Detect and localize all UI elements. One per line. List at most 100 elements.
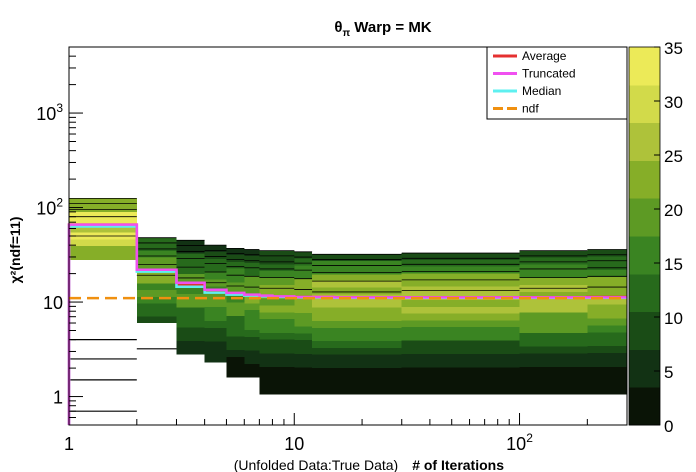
heat-cell [587,263,627,271]
heat-cell [244,350,260,358]
heat-cell [259,380,295,388]
heat-cell [176,307,205,315]
heat-cell [312,260,402,268]
heat-cell [519,326,588,333]
heat-cell [204,252,227,259]
heat-cell [259,339,295,347]
palette-segment [629,356,660,366]
heat-cell [226,261,245,269]
heat-cell [294,265,313,273]
heat-cell [294,272,313,280]
heat-cell [204,348,227,356]
palette-segment [629,387,660,396]
heat-cell [259,353,295,361]
heat-cell [204,341,227,349]
palette-segment [629,69,660,78]
palette-segment [629,62,660,71]
summary-lines [67,223,627,425]
heat-cell [294,251,313,259]
heat-cell [226,255,245,262]
heat-cell [176,293,205,301]
heat-cell [312,387,402,395]
heat-cell [587,360,627,367]
heat-cell [401,354,520,361]
heat-cell [294,360,313,368]
palette-segment [629,84,660,93]
heat-cell [294,279,313,286]
heat-cell [587,297,627,305]
heat-cell [519,380,588,388]
heat-cell [294,258,313,266]
heat-cell [259,360,295,368]
heat-cell [401,374,520,382]
heat-cell [226,356,245,364]
heat-cell [294,353,313,361]
heat-cell [244,330,260,337]
x-tick-label: 1 [64,434,74,454]
palette-segment [629,54,660,63]
heat-cell [259,326,295,333]
heat-cell [136,244,177,251]
heat-cell [259,332,295,340]
palette-segment [629,266,660,275]
palette-segment [629,160,660,169]
heat-cell [136,316,177,324]
palette-segment [629,236,660,245]
palette-segment [629,47,660,56]
heat-cell [69,205,137,213]
palette-tick-label: 30 [664,93,683,112]
heat-cell [587,290,627,298]
legend-label-average: Average [522,49,567,63]
legend-label-ndf: ndf [522,102,539,116]
y-tick-label: 103 [36,101,63,124]
heat-cell [294,306,313,313]
heat-cell [204,334,227,342]
heat-cell [294,340,313,347]
heat-cell [259,346,295,354]
palette-segment [629,402,660,411]
heat-cell [176,347,205,355]
palette-segment [629,251,660,260]
heat-cell [519,278,588,285]
heat-cell [204,265,227,273]
heat-cell [312,361,402,368]
heat-cell [312,334,402,342]
heat-cell [312,381,402,388]
heat-cell [587,311,627,319]
heat-cell [204,321,227,328]
heat-cell [244,323,260,331]
heat-cell [226,370,245,378]
palette-segment [629,77,660,86]
heat-cell [226,316,245,323]
heat-cell [401,347,520,355]
heat-cell [69,225,137,233]
heat-cell [312,354,402,362]
heat-cell [519,291,588,299]
heat-cell [136,263,177,271]
heat-cell [176,334,205,341]
heat-cell [136,290,177,297]
heat-cell [519,257,588,265]
palette-segment [629,334,660,343]
heat-cell [69,212,137,219]
palette-tick-label: 5 [664,363,673,382]
heat-cell [204,258,227,266]
heat-cell [136,296,177,304]
heat-cell [401,381,520,388]
heat-cell [294,326,313,334]
heat-cell [69,252,137,260]
heat-cell [401,266,520,274]
palette-segment [629,107,660,116]
palette-segment [629,228,660,237]
palette-segment [629,190,660,199]
heat-cell [401,253,520,260]
heat-cell [69,239,137,247]
heat-cell [244,249,260,257]
palette-segment [629,281,660,290]
heat-cell [312,374,402,382]
heat-cell [226,336,245,344]
heat-cell [259,250,295,258]
heat-cell [244,316,260,324]
y-axis-label: χ²(ndf=11) [7,217,23,284]
